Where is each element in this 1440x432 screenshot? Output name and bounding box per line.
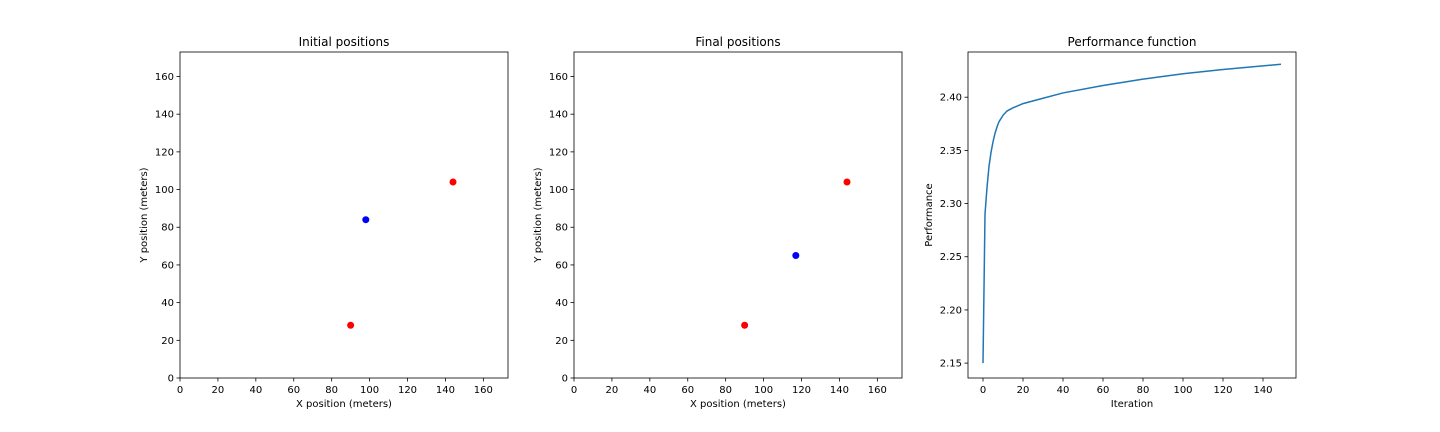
y-tick-label: 40: [555, 298, 568, 309]
data-point-1: [347, 321, 355, 329]
y-tick-label: 100: [155, 185, 174, 196]
y-tick-label: 2.15: [940, 359, 962, 370]
x-tick-label: 40: [249, 385, 262, 396]
y-tick-label: 80: [161, 223, 174, 234]
chart-title: Final positions: [695, 35, 780, 49]
y-tick-label: 0: [168, 374, 174, 385]
x-tick-label: 80: [719, 385, 732, 396]
x-tick-label: 160: [868, 385, 887, 396]
x-axis-label: X position (meters): [690, 399, 786, 410]
y-tick-label: 2.20: [940, 305, 962, 316]
x-tick-label: 40: [1057, 385, 1070, 396]
chart-panel-2: 0 20 40 60 80 100 120 140 160 0 20 40 60 80 100 120 140 1…: [533, 35, 903, 410]
y-tick-label: 20: [161, 336, 174, 347]
y-tick-label: 2.30: [940, 199, 962, 210]
x-tick-label: 120: [398, 385, 417, 396]
y-axis-label: Performance: [924, 183, 935, 246]
y-tick-label: 100: [549, 185, 568, 196]
y-tick-label: 2.35: [940, 146, 962, 157]
data-point-3: [362, 216, 370, 224]
axes-frame: [179, 51, 509, 379]
y-tick-label: 2.40: [940, 93, 962, 104]
y-tick-label: 80: [555, 223, 568, 234]
y-tick-label: 120: [155, 147, 174, 158]
x-tick-label: 80: [1137, 385, 1150, 396]
y-tick-label: 140: [549, 110, 568, 121]
chart-title: Initial positions: [299, 35, 390, 49]
x-tick-label: 40: [643, 385, 656, 396]
x-tick-label: 0: [980, 385, 986, 396]
y-axis-label: Y position (meters): [533, 167, 544, 263]
x-tick-label: 20: [1017, 385, 1030, 396]
x-tick-label: 0: [177, 385, 183, 396]
x-tick-label: 60: [681, 385, 694, 396]
y-tick-label: 120: [549, 147, 568, 158]
y-tick-label: 140: [155, 110, 174, 121]
data-point-3: [792, 252, 800, 260]
x-tick-label: 160: [474, 385, 493, 396]
y-tick-label: 160: [549, 72, 568, 83]
y-tick-label: 20: [555, 336, 568, 347]
x-tick-label: 20: [606, 385, 619, 396]
x-tick-label: 80: [325, 385, 338, 396]
axes-frame: [573, 51, 903, 379]
x-tick-label: 100: [360, 385, 379, 396]
x-tick-label: 140: [830, 385, 849, 396]
data-point-2: [843, 178, 851, 186]
y-tick-label: 160: [155, 72, 174, 83]
x-axis-label: Iteration: [1111, 399, 1153, 410]
x-axis-label: X position (meters): [296, 399, 392, 410]
chart-panel-3: 0 20 40 60 80 100 120 140 2.15 2.20 2.25 2.30 2.35 2.…: [924, 35, 1297, 410]
data-point-2: [449, 178, 457, 186]
x-tick-label: 120: [792, 385, 811, 396]
y-tick-label: 60: [161, 260, 174, 271]
performance-line: [982, 63, 1282, 364]
axes-frame: [967, 51, 1297, 379]
chart-title: Performance function: [1068, 35, 1197, 49]
x-tick-label: 100: [754, 385, 773, 396]
y-tick-label: 0: [562, 374, 568, 385]
chart-panel-1: 0 20 40 60 80 100 120 140 160 0 20 40 60 80 100 120 140 1…: [139, 35, 509, 410]
x-tick-label: 60: [1097, 385, 1110, 396]
x-tick-label: 120: [1213, 385, 1232, 396]
y-tick-label: 40: [161, 298, 174, 309]
y-tick-label: 60: [555, 260, 568, 271]
x-tick-label: 140: [1253, 385, 1272, 396]
data-point-1: [741, 321, 749, 329]
x-tick-label: 140: [436, 385, 455, 396]
y-tick-label: 2.25: [940, 252, 962, 263]
x-tick-label: 20: [212, 385, 225, 396]
x-tick-label: 60: [287, 385, 300, 396]
x-tick-label: 100: [1173, 385, 1192, 396]
y-axis-label: Y position (meters): [139, 167, 150, 263]
x-tick-label: 0: [571, 385, 577, 396]
